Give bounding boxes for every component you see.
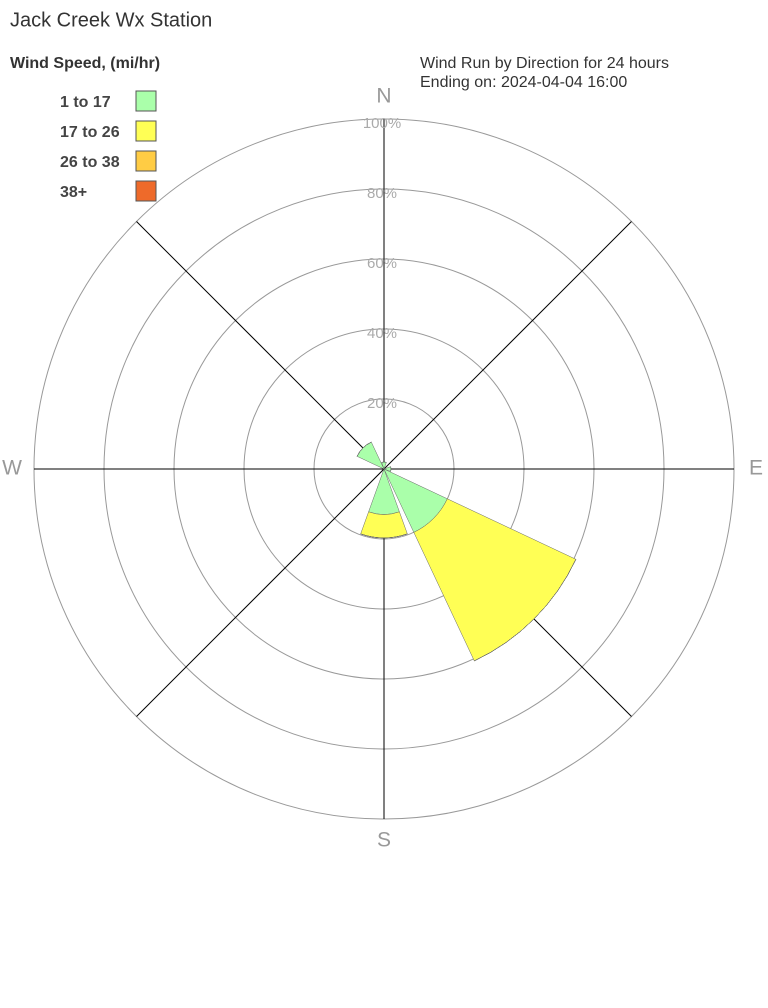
legend-label: 17 to 26: [60, 124, 120, 141]
subtitle: Wind Run by Direction for 24 hours: [420, 55, 669, 72]
r-tick-label: 20%: [367, 395, 397, 412]
r-tick-label: 80%: [367, 185, 397, 202]
direction-label: S: [377, 829, 391, 852]
spoke: [136, 221, 385, 470]
r-tick-label: 100%: [363, 115, 401, 132]
wind-wedge: [474, 559, 577, 662]
direction-label: E: [749, 457, 763, 480]
legend-title: Wind Speed, (mi/hr): [10, 55, 160, 72]
spoke: [136, 468, 385, 717]
spoke: [383, 221, 632, 470]
r-tick-label: 40%: [367, 325, 397, 342]
r-tick-label: 60%: [367, 255, 397, 272]
legend-swatch: [135, 120, 157, 142]
legend-label: 1 to 17: [60, 94, 111, 111]
direction-label: N: [376, 85, 391, 108]
legend-swatch: [135, 180, 157, 202]
wind-wedge: [360, 511, 408, 539]
chart-title: Jack Creek Wx Station: [10, 9, 212, 31]
legend-swatch: [135, 150, 157, 172]
wind-wedge: [360, 533, 408, 539]
legend-label: 38+: [60, 184, 87, 201]
legend-label: 26 to 38: [60, 154, 120, 171]
direction-label: W: [2, 457, 22, 480]
legend-swatch: [135, 90, 157, 112]
subtitle: Ending on: 2024-04-04 16:00: [420, 74, 627, 91]
